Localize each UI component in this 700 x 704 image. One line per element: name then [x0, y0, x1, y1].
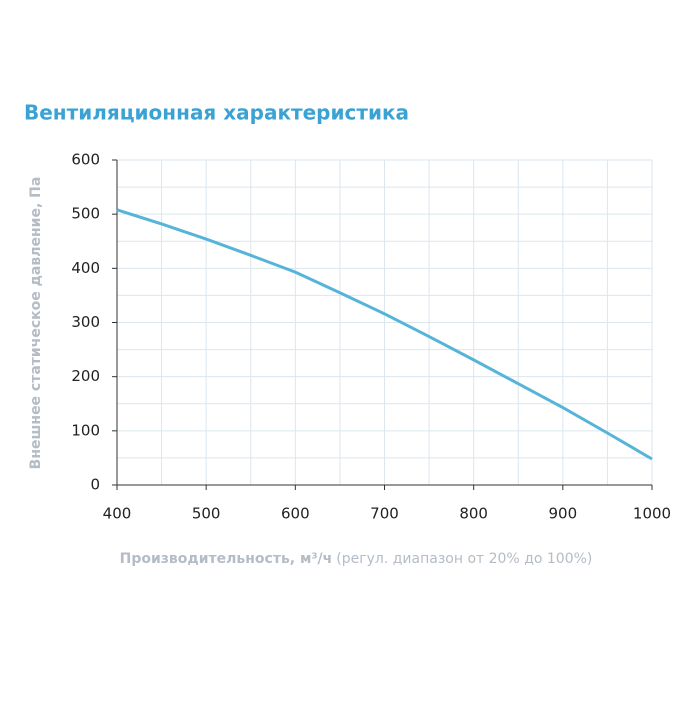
x-tick-label: 900 [549, 505, 578, 523]
chart-title: Вентиляционная характеристика [24, 101, 409, 125]
x-tick-label: 400 [103, 505, 132, 523]
y-tick-label: 100 [71, 421, 100, 439]
y-tick-label: 0 [90, 476, 100, 494]
y-tick-label: 400 [71, 259, 100, 277]
y-tick-label: 300 [71, 313, 100, 331]
x-axis-title: Производительность, м³/ч [120, 551, 333, 567]
x-axis-label: Производительность, м³/ч (регул. диапазон… [120, 551, 593, 567]
x-tick-label: 500 [192, 505, 221, 523]
curve [116, 208, 653, 461]
x-tick-label: 800 [459, 505, 488, 523]
y-axis-label: Внешнее статическое давление, Па [28, 177, 44, 470]
x-tick-label: 700 [370, 505, 399, 523]
x-tick-label: 1000 [633, 505, 671, 523]
x-axis-note: (регул. диапазон от 20% до 100%) [336, 551, 592, 567]
y-tick-label: 500 [71, 205, 100, 223]
x-tick-label: 600 [281, 505, 310, 523]
y-tick-label: 600 [71, 151, 100, 169]
y-tick-label: 200 [71, 367, 100, 385]
